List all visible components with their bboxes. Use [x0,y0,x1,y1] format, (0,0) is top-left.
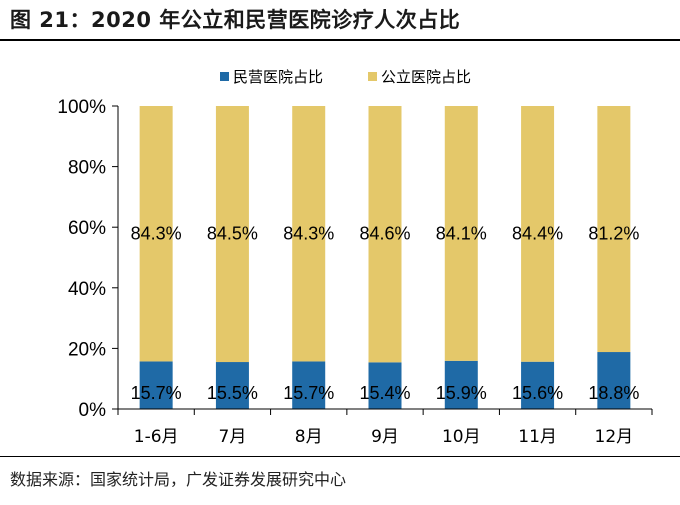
y-tick-label: 20% [68,339,106,360]
y-tick-label: 80% [68,158,106,179]
legend-label-public: 公立医院占比 [381,68,471,86]
data-label-public: 84.4% [512,223,563,243]
title-divider [0,39,680,41]
bar-public-segment [521,106,555,362]
data-label-public: 84.3% [283,223,334,243]
x-category-label: 12月 [595,427,634,447]
data-label-private: 15.9% [436,383,487,403]
source-divider [0,456,680,457]
legend-swatch-public [368,72,377,81]
bar-public-segment [597,106,631,353]
bar-private-segment [368,362,402,409]
y-axis: 0% 20% 40% 60% 80% 100% [57,97,119,421]
bar-public-segment [215,106,249,363]
data-label-public: 84.5% [207,223,258,243]
data-label-public: 84.6% [359,223,410,243]
data-label-public: 84.3% [131,223,182,243]
bar-public-segment [139,106,173,362]
data-label-public: 81.2% [588,223,639,243]
y-tick-label: 40% [68,279,106,300]
data-label-private: 15.4% [359,383,410,403]
bar-private-segment [521,361,555,409]
bars [139,106,631,409]
data-source-note: 数据来源：国家统计局，广发证券发展研究中心 [10,470,347,489]
x-axis: 1-6月 7月 8月 9月 10月 11月 12月 [117,408,653,447]
figure-title: 图 21：2020 年公立和民营医院诊疗人次占比 [10,8,461,32]
bar-private-segment [139,361,173,409]
data-label-private: 18.8% [588,383,639,403]
y-tick-label: 100% [57,97,106,118]
x-category-label: 1-6月 [134,427,179,447]
data-label-private: 15.5% [207,383,258,403]
bar-public-segment [444,106,478,361]
legend: 民营医院占比 公立医院占比 [220,68,471,86]
data-label-public: 84.1% [436,223,487,243]
data-label-private: 15.6% [512,383,563,403]
x-category-label: 11月 [518,427,557,447]
value-labels: 15.7% 84.3% 15.5% 84.5% 15.7% 84.3% 15.4% 84.6%… [131,223,640,403]
bar-private-segment [444,360,478,409]
bar-public-segment [292,106,326,362]
legend-swatch-private [220,72,229,81]
x-category-label: 8月 [295,427,323,447]
bar-private-segment [215,362,249,409]
x-category-label: 9月 [371,427,399,447]
data-label-private: 15.7% [283,383,334,403]
bar-public-segment [368,106,402,363]
bar-private-segment [597,352,631,409]
legend-label-private: 民营医院占比 [233,68,323,86]
bar-private-segment [292,361,326,409]
x-category-label: 10月 [442,427,481,447]
data-label-private: 15.7% [131,383,182,403]
x-category-label: 7月 [219,427,247,447]
y-tick-label: 60% [68,218,106,239]
y-tick-label: 0% [79,400,107,421]
